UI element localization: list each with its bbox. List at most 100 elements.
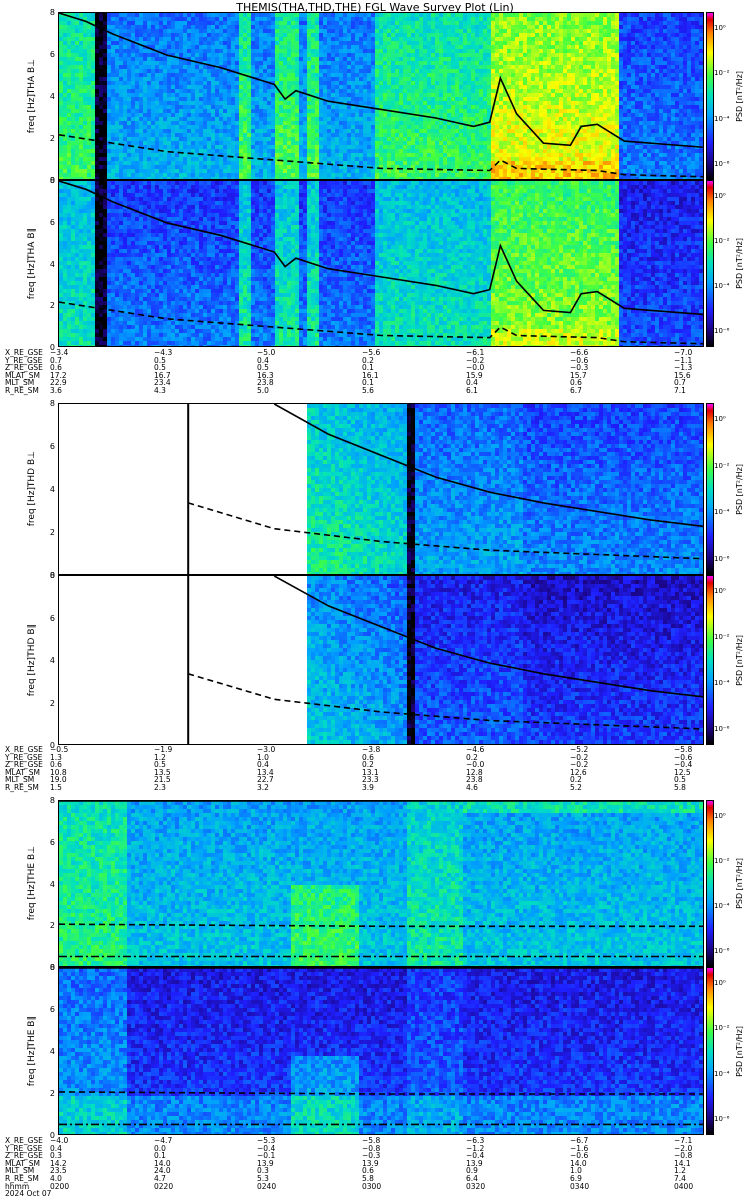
ephemeris-value: 0.1 bbox=[362, 379, 374, 387]
ephemeris-row-label: MLT_SM bbox=[5, 379, 34, 387]
ephemeris-value: −0.5 bbox=[50, 746, 68, 754]
ephemeris-value: −5.0 bbox=[257, 349, 275, 357]
spectrogram-cells bbox=[59, 181, 703, 346]
ephemeris-value: 21.5 bbox=[154, 776, 171, 784]
ephemeris-value: −0.4 bbox=[257, 1144, 275, 1153]
ephemeris-value: −0.4 bbox=[466, 1152, 484, 1160]
y-tick-label: 6 bbox=[45, 614, 55, 623]
ephemeris-value: −7.1 bbox=[674, 1137, 692, 1145]
ephemeris-row-label: Z_RE_GSE bbox=[5, 761, 43, 769]
ephemeris-value: 1.0 bbox=[257, 753, 269, 762]
ephemeris-value: −4.7 bbox=[154, 1137, 172, 1145]
ephemeris-value: 0400 bbox=[674, 1182, 693, 1191]
ephemeris-value: 15.7 bbox=[570, 372, 587, 380]
colorbar-tick-label: 10⁻⁶ bbox=[714, 327, 729, 335]
ephemeris-value: 17.2 bbox=[50, 372, 67, 380]
ephemeris-row-label: R_RE_SM bbox=[5, 1175, 39, 1183]
ephemeris-value: 14.1 bbox=[674, 1160, 691, 1168]
ephemeris-row-label: Y_RE_GSE bbox=[5, 753, 42, 762]
ephemeris-value: 0200 bbox=[50, 1182, 69, 1191]
freq-label: freq [Hz] bbox=[27, 260, 38, 299]
ephemeris-value: 0300 bbox=[362, 1182, 381, 1191]
ephemeris-value: 7.1 bbox=[674, 387, 686, 395]
fce-line bbox=[273, 576, 703, 698]
ephemeris-value: −1.2 bbox=[466, 1144, 484, 1153]
ephemeris-value: −0.2 bbox=[570, 753, 588, 762]
ephemeris-value: 0.5 bbox=[154, 364, 166, 372]
ephemeris-value: −4.6 bbox=[466, 746, 484, 754]
colorbar-tick-label: 10⁰ bbox=[714, 24, 726, 32]
ephemeris-value: 5.8 bbox=[362, 1175, 374, 1183]
ephemeris-row-label: MLT_SM bbox=[5, 1167, 34, 1175]
ephemeris-row-label: Y_RE_GSE bbox=[5, 356, 42, 365]
ephemeris-value: 5.8 bbox=[674, 784, 686, 792]
ephemeris-value: 6.4 bbox=[466, 1175, 478, 1183]
spectrogram-svg bbox=[59, 13, 703, 179]
colorbar-tick-label: 10⁻⁶ bbox=[714, 1115, 729, 1123]
ephemeris-value: 12.5 bbox=[674, 769, 691, 777]
y-tick-label: 8 bbox=[45, 796, 55, 805]
ephemeris-row-label: X_RE_GSE bbox=[5, 349, 43, 357]
colorbar-tick-label: 10⁻² bbox=[714, 857, 729, 865]
ephemeris-value: −6.3 bbox=[466, 1137, 484, 1145]
spectrogram-svg bbox=[59, 181, 703, 346]
y-tick-label: 2 bbox=[45, 134, 55, 143]
ephemeris-value: 4.7 bbox=[154, 1175, 166, 1183]
ephemeris-value: 0.2 bbox=[466, 753, 478, 762]
ephemeris-row-label: X_RE_GSE bbox=[5, 1137, 43, 1145]
colorbar bbox=[706, 800, 714, 967]
ephemeris-value: 5.0 bbox=[257, 387, 269, 395]
ephemeris-value: 22.9 bbox=[50, 379, 67, 387]
ephemeris-value: 23.8 bbox=[466, 776, 483, 784]
ephemeris-value: −0.3 bbox=[362, 1152, 380, 1160]
ephemeris-value: −5.8 bbox=[674, 746, 692, 754]
ephemeris-value: 0220 bbox=[154, 1182, 173, 1191]
ephemeris-value: −0.6 bbox=[570, 1152, 588, 1160]
ephemeris-value: 16.1 bbox=[362, 372, 379, 380]
ephemeris-value: −0.8 bbox=[362, 1144, 380, 1153]
spectrogram-cells bbox=[59, 801, 703, 966]
colorbar-tick-label: 10⁻⁶ bbox=[714, 555, 729, 563]
y-tick-label: 6 bbox=[45, 838, 55, 847]
y-axis-label: THD B∥ freq [Hz] bbox=[20, 575, 44, 745]
ephemeris-row-label: Z_RE_GSE bbox=[5, 1152, 43, 1160]
colorbar-tick-label: 10⁻⁶ bbox=[714, 160, 729, 168]
ephemeris-value: 2.3 bbox=[154, 784, 166, 792]
ephemeris-row-label: MLAT_SM bbox=[5, 372, 40, 380]
ephemeris-value: −4.3 bbox=[154, 349, 172, 357]
spectrogram-panel-thd-bpar bbox=[58, 575, 704, 745]
ephemeris-value: 23.4 bbox=[154, 379, 171, 387]
ephemeris-value: 1.2 bbox=[154, 753, 166, 762]
ephemeris-value: 14.0 bbox=[570, 1160, 587, 1168]
y-tick-label: 0 bbox=[45, 741, 55, 750]
ephemeris-row-label: MLAT_SM bbox=[5, 1160, 40, 1168]
ephemeris-value: 1.2 bbox=[674, 1167, 686, 1175]
colorbar-tick-label: 10⁰ bbox=[714, 192, 726, 200]
y-tick-label: 4 bbox=[45, 260, 55, 269]
ephemeris-value: 3.9 bbox=[362, 784, 374, 792]
colorbar-tick-label: 10⁻² bbox=[714, 462, 729, 470]
ephemeris-value: 0.5 bbox=[257, 364, 269, 372]
y-tick-label: 2 bbox=[45, 699, 55, 708]
ephemeris-value: 0.4 bbox=[257, 761, 269, 769]
spectrogram-panel-the-bpar bbox=[58, 967, 704, 1135]
ephemeris-value: 5.6 bbox=[362, 387, 374, 395]
ephemeris-value: 0.5 bbox=[154, 761, 166, 769]
freq-label: freq [Hz] bbox=[27, 881, 38, 920]
ephemeris-value: 4.6 bbox=[466, 784, 478, 792]
fce-line bbox=[59, 181, 703, 316]
ephemeris-value: 4.3 bbox=[154, 387, 166, 395]
ephemeris-row-label: 2024 Oct 07 bbox=[5, 1190, 51, 1198]
y-tick-label: 6 bbox=[45, 442, 55, 451]
ephemeris-value: 23.8 bbox=[257, 379, 274, 387]
ephemeris-value: −4.0 bbox=[50, 1137, 68, 1145]
colorbar-tick-label: 10⁰ bbox=[714, 979, 726, 987]
ephemeris-value: 5.3 bbox=[257, 1175, 269, 1183]
freq-label: freq [Hz] bbox=[27, 487, 38, 526]
ephemeris-value: 15.6 bbox=[674, 372, 691, 380]
ephemeris-value: 3.2 bbox=[257, 784, 269, 792]
ephemeris-value: 1.3 bbox=[50, 753, 62, 762]
ephemeris-value: 0.7 bbox=[674, 379, 686, 387]
ephemeris-value: 0.4 bbox=[257, 356, 269, 365]
ephemeris-value: −3.8 bbox=[362, 746, 380, 754]
